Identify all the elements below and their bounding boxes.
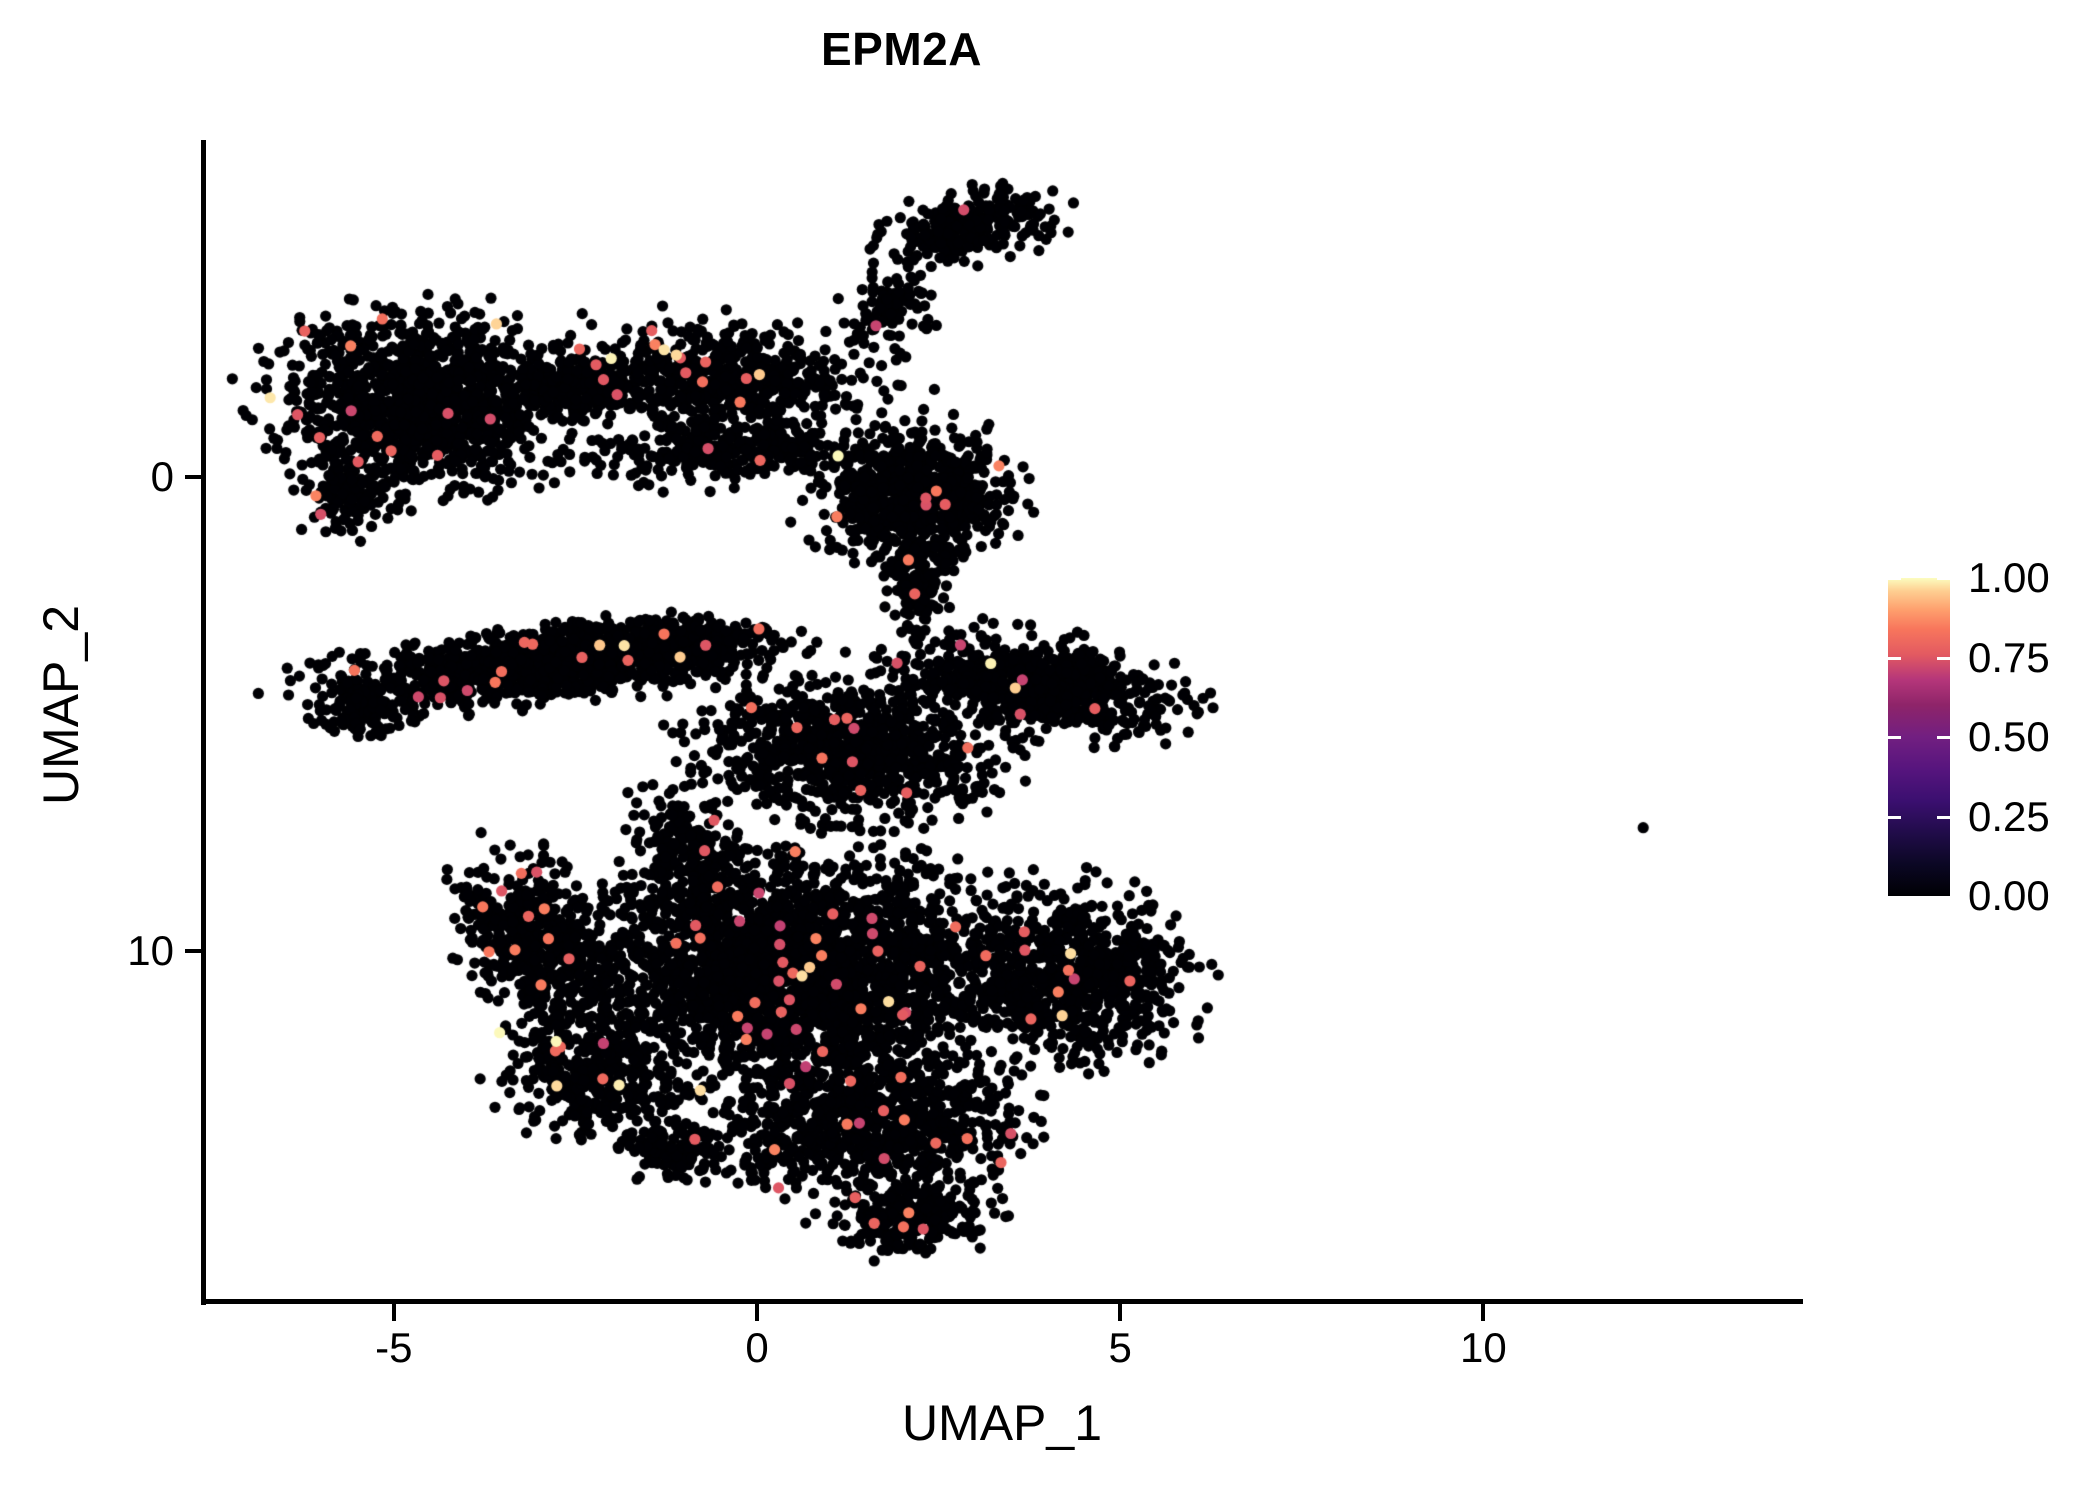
x-tick-label-10: 10 bbox=[1460, 1324, 1507, 1371]
x-tick-mark-10 bbox=[1481, 1304, 1486, 1321]
x-tick-label-neg5: -5 bbox=[375, 1324, 413, 1371]
y-axis-line bbox=[201, 140, 206, 1305]
scatter-points-layer bbox=[205, 140, 1803, 1302]
plot-panel bbox=[205, 140, 1803, 1302]
colorbar-label-0-00: 0.00 bbox=[1968, 872, 2050, 919]
y-axis-title: UMAP_2 bbox=[33, 604, 89, 806]
x-axis-line bbox=[201, 1299, 1803, 1304]
x-tick-mark-0 bbox=[755, 1304, 760, 1321]
colorbar-tick-0-50-right bbox=[1937, 736, 1950, 739]
page-title: EPM2A bbox=[821, 23, 982, 75]
colorbar-tick-1-00-left bbox=[1888, 577, 1901, 580]
y-tick-label-0: 0 bbox=[150, 452, 174, 500]
colorbar-tick-0-75-right bbox=[1937, 656, 1950, 660]
x-axis-title: UMAP_1 bbox=[901, 1395, 1103, 1451]
colorbar-tick-1-00-right bbox=[1937, 577, 1950, 580]
x-tick-label-5: 5 bbox=[1108, 1324, 1132, 1371]
colorbar-tick-0-75-left bbox=[1888, 656, 1901, 660]
y-tick-mark-10 bbox=[185, 949, 202, 954]
colorbar-label-0-75: 0.75 bbox=[1968, 633, 2050, 681]
colorbar-tick-0-25-left bbox=[1888, 815, 1901, 819]
x-tick-label-0: 0 bbox=[745, 1324, 769, 1371]
colorbar-label-1-00: 1.00 bbox=[1968, 554, 2050, 601]
colorbar-label-0-50: 0.50 bbox=[1968, 713, 2050, 760]
colorbar-label-0-25: 0.25 bbox=[1968, 792, 2050, 840]
y-tick-label-10: 10 bbox=[127, 927, 174, 975]
colorbar-tick-0-25-right bbox=[1937, 815, 1950, 819]
y-tick-mark-0 bbox=[185, 474, 202, 479]
colorbar-tick-0-50-left bbox=[1888, 736, 1901, 739]
colorbar-legend: 1.00 0.75 0.50 0.25 0.00 bbox=[1888, 557, 2078, 917]
x-tick-mark-neg5 bbox=[391, 1304, 396, 1321]
x-tick-mark-5 bbox=[1118, 1304, 1123, 1321]
